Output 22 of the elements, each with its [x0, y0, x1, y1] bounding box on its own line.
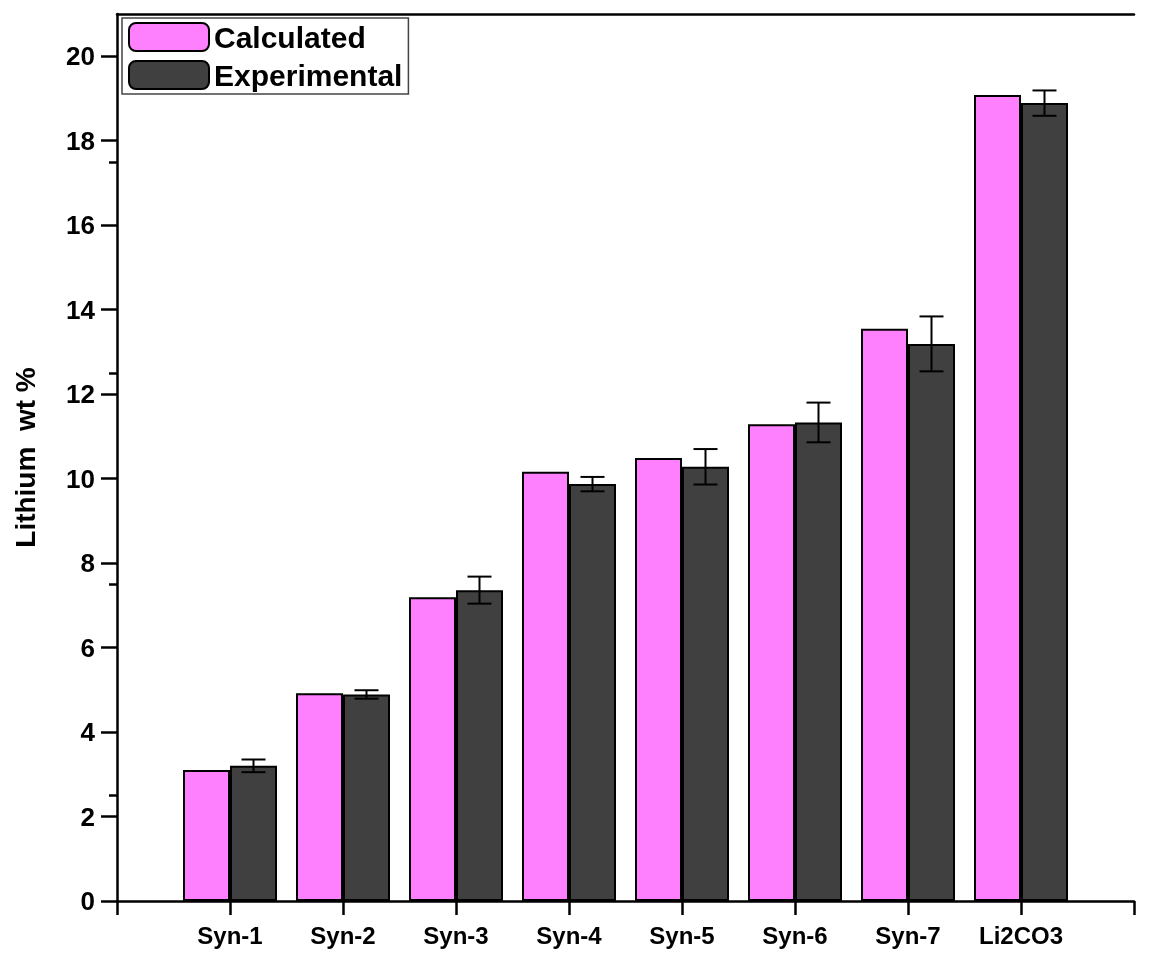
legend-label: Calculated [214, 20, 366, 54]
y-tick-label: 0 [80, 886, 95, 916]
x-tick-label: Syn-2 [310, 921, 376, 949]
y-tick-label: 18 [66, 125, 95, 156]
y-tick-label: 4 [80, 717, 96, 748]
x-tick-label: Syn-7 [875, 921, 941, 949]
y-tick-label: 20 [66, 41, 95, 72]
y-tick-label: 8 [80, 548, 95, 579]
x-tick-label: Syn-4 [536, 921, 603, 949]
x-tick-label: Syn-5 [649, 921, 715, 949]
y-axis-title: Lithium wt % [9, 367, 41, 548]
y-tick-label: 10 [66, 463, 95, 494]
legend-label: Experimental [214, 58, 403, 92]
y-tick-label: 2 [80, 801, 95, 832]
y-tick-label: 14 [66, 294, 96, 325]
x-tick-label: Li2CO3 [978, 921, 1064, 949]
y-tick-label: 16 [66, 210, 95, 241]
x-tick-label: Syn-6 [762, 921, 828, 949]
x-tick-label: Syn-3 [423, 921, 489, 949]
y-tick-label: 12 [66, 379, 95, 410]
x-tick-label: Syn-1 [197, 921, 263, 949]
y-tick-label: 6 [80, 632, 95, 663]
